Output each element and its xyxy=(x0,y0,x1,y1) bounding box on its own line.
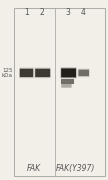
Text: 1: 1 xyxy=(24,8,29,17)
FancyBboxPatch shape xyxy=(61,79,74,84)
FancyBboxPatch shape xyxy=(34,68,51,78)
FancyBboxPatch shape xyxy=(78,70,89,76)
Text: 125
kDa: 125 kDa xyxy=(1,68,12,78)
Text: FAK(Y397): FAK(Y397) xyxy=(56,164,95,173)
Text: 4: 4 xyxy=(81,8,86,17)
FancyBboxPatch shape xyxy=(78,69,90,77)
FancyBboxPatch shape xyxy=(19,68,34,78)
Bar xyxy=(14,8,105,176)
FancyBboxPatch shape xyxy=(61,68,76,77)
FancyBboxPatch shape xyxy=(20,69,33,77)
FancyBboxPatch shape xyxy=(60,67,77,78)
Text: FAK: FAK xyxy=(26,164,40,173)
FancyBboxPatch shape xyxy=(35,69,50,77)
Text: 2: 2 xyxy=(39,8,44,17)
Text: 3: 3 xyxy=(66,8,71,17)
FancyBboxPatch shape xyxy=(61,84,72,88)
